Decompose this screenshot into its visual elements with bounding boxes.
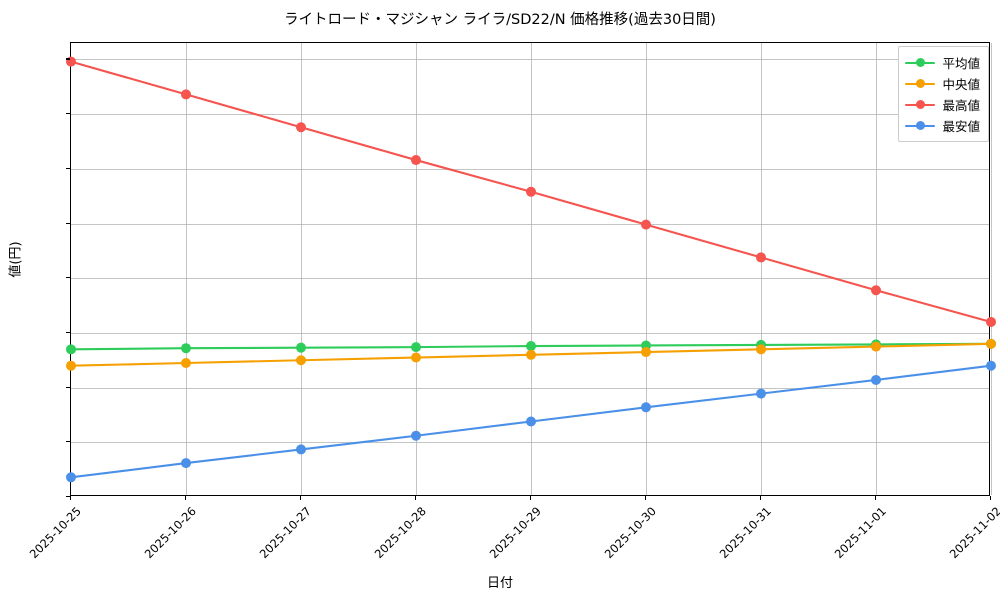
grid-line-horizontal: [71, 59, 989, 61]
x-axis-tick-mark: [990, 496, 992, 500]
grid-line-horizontal: [71, 442, 989, 444]
data-point-marker: [296, 122, 306, 133]
grid-line-vertical: [186, 43, 187, 495]
grid-line-vertical: [991, 43, 992, 495]
data-point-marker: [756, 252, 766, 263]
data-point-marker: [66, 360, 76, 371]
legend-item[interactable]: 最安値: [905, 115, 980, 136]
data-point-marker: [181, 357, 191, 368]
legend-label: 最高値: [942, 98, 980, 113]
legend-color-swatch: [905, 120, 936, 132]
data-point-marker: [641, 347, 651, 358]
data-point-marker: [986, 316, 996, 327]
y-axis-tick-mark: [66, 441, 70, 443]
grid-line-vertical: [761, 43, 762, 495]
grid-line-vertical: [876, 43, 877, 495]
y-axis-tick-mark: [66, 113, 70, 115]
data-point-marker: [181, 343, 191, 354]
legend-item[interactable]: 最高値: [905, 94, 980, 115]
data-point-marker: [871, 374, 881, 385]
data-point-marker: [411, 430, 421, 441]
grid-line-horizontal: [71, 223, 989, 225]
data-point-marker: [296, 342, 306, 353]
legend-color-swatch: [905, 99, 936, 111]
data-point-marker: [526, 186, 536, 197]
data-point-marker: [756, 344, 766, 355]
data-point-marker: [526, 341, 536, 352]
grid-line-horizontal: [71, 387, 989, 389]
series-最安値: [66, 360, 996, 483]
x-axis-tick-mark: [185, 496, 187, 500]
data-point-marker: [641, 219, 651, 230]
grid-line-vertical: [416, 43, 417, 495]
data-point-marker: [871, 341, 881, 352]
grid-line-vertical: [301, 43, 302, 495]
legend-color-swatch: [905, 78, 936, 90]
legend-color-swatch: [905, 57, 936, 69]
grid-line-horizontal: [71, 114, 989, 116]
x-axis-tick-mark: [300, 496, 302, 500]
data-point-marker: [296, 444, 306, 455]
legend-item[interactable]: 平均値: [905, 52, 980, 73]
data-point-marker: [411, 155, 421, 166]
data-point-marker: [296, 355, 306, 366]
grid-line-horizontal: [71, 168, 989, 170]
x-axis-tick-mark: [530, 496, 532, 500]
series-中央値: [66, 338, 996, 371]
data-point-marker: [181, 89, 191, 100]
legend-label: 平均値: [942, 56, 980, 71]
data-point-marker: [641, 402, 651, 413]
data-point-marker: [411, 342, 421, 353]
series-lines: [66, 56, 996, 483]
data-point-marker: [411, 352, 421, 363]
y-axis-tick-mark: [66, 496, 70, 498]
y-axis-tick-mark: [66, 331, 70, 333]
legend-item[interactable]: 中央値: [905, 73, 980, 94]
data-point-marker: [181, 458, 191, 469]
y-axis-tick-mark: [66, 222, 70, 224]
x-axis-tick-mark: [875, 496, 877, 500]
data-point-marker: [526, 349, 536, 360]
data-point-marker: [66, 344, 76, 355]
x-axis-tick-mark: [645, 496, 647, 500]
grid-line-horizontal: [71, 332, 989, 334]
x-axis-tick-mark: [760, 496, 762, 500]
data-point-marker: [986, 338, 996, 349]
data-point-marker: [986, 360, 996, 371]
chart-legend: 平均値中央値最高値最安値: [898, 46, 989, 142]
y-axis-tick-mark: [66, 386, 70, 388]
legend-label: 最安値: [942, 119, 980, 134]
plot-area: [66, 42, 996, 496]
data-point-marker: [871, 285, 881, 296]
chart-title: ライトロード・マジシャン ライラ/SD22/N 価格推移(過去30日間): [284, 12, 716, 28]
y-axis-tick-mark: [66, 58, 70, 60]
data-point-marker: [526, 416, 536, 427]
data-point-marker: [756, 388, 766, 399]
grid-line-vertical: [531, 43, 532, 495]
grid-line-vertical: [646, 43, 647, 495]
grid-line-horizontal: [71, 278, 989, 280]
series-最高値: [66, 56, 996, 327]
x-axis-tick-mark: [70, 496, 72, 500]
y-axis-tick-mark: [66, 167, 70, 169]
legend-label: 中央値: [942, 77, 980, 92]
data-point-marker: [66, 472, 76, 483]
y-axis-tick-mark: [66, 277, 70, 279]
x-axis-label: 日付: [486, 576, 513, 591]
x-axis-tick-mark: [415, 496, 417, 500]
y-axis-label: 値(円): [8, 241, 24, 278]
